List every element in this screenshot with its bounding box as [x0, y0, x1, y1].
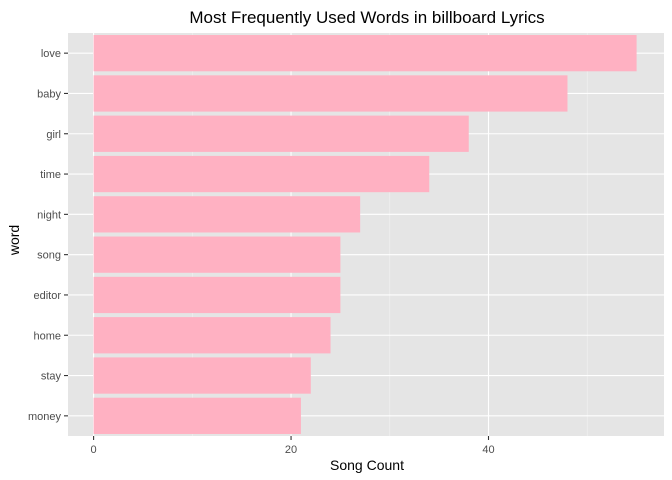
- y-tick-label: editor: [33, 290, 61, 302]
- bar-stay: [93, 357, 311, 394]
- bar-love: [93, 35, 637, 72]
- x-axis-title: Song Count: [330, 457, 404, 473]
- y-tick-label: song: [37, 250, 61, 262]
- bar-night: [93, 196, 361, 233]
- y-axis: love baby girl time night song editor home stay m…: [28, 48, 68, 423]
- bars: [93, 35, 637, 434]
- x-axis: 0 20 40: [91, 436, 495, 456]
- y-tick-label: love: [41, 48, 61, 60]
- bar-time: [93, 155, 430, 193]
- y-axis-title: word: [6, 225, 22, 256]
- bar-home: [93, 317, 331, 354]
- chart-title: Most Frequently Used Words in billboard …: [189, 8, 544, 27]
- x-tick-label: 20: [285, 444, 297, 456]
- y-tick-label: money: [28, 411, 62, 423]
- bar-song: [93, 236, 341, 273]
- bar-editor: [93, 276, 341, 314]
- bar-money: [93, 397, 301, 434]
- y-tick-label: time: [40, 169, 61, 181]
- y-tick-label: stay: [41, 371, 62, 383]
- y-tick-label: night: [37, 209, 61, 221]
- y-tick-label: home: [33, 330, 61, 342]
- bar-baby: [93, 75, 568, 112]
- y-tick-label: girl: [46, 129, 61, 141]
- x-tick-label: 40: [482, 444, 494, 456]
- y-tick-label: baby: [37, 88, 61, 100]
- bar-girl: [93, 115, 469, 152]
- x-tick-label: 0: [91, 444, 97, 456]
